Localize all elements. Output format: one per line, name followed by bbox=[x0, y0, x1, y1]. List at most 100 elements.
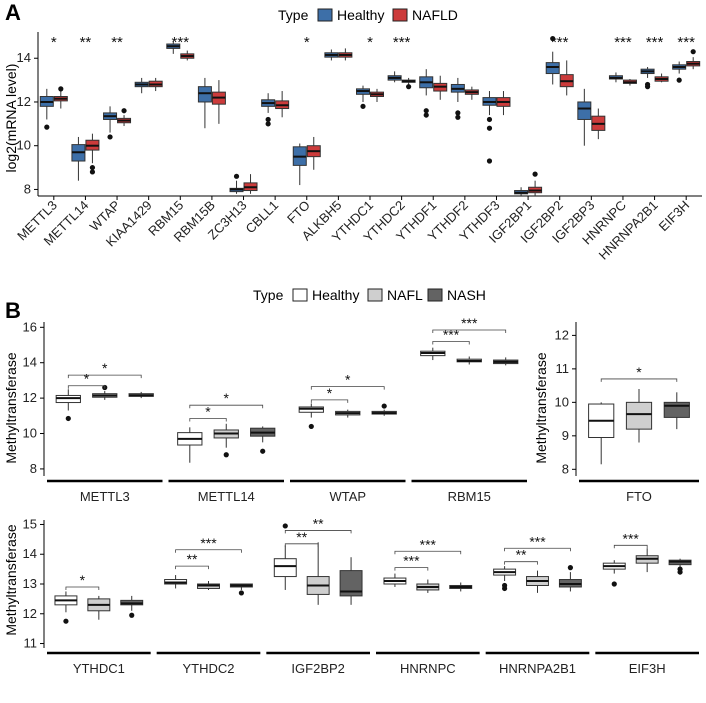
box-FTO-Healthy bbox=[588, 402, 615, 465]
bracket-label-METTL14-1: * bbox=[224, 390, 230, 406]
box-KIAA1429-Healthy bbox=[134, 77, 149, 94]
box-IGF2BP2-Healthy-outlier-0 bbox=[550, 35, 556, 42]
box-RBM15-NAFLD bbox=[180, 50, 195, 61]
box-IGF2BP3-Healthy bbox=[577, 88, 592, 146]
box-METTL14-NASH bbox=[250, 426, 276, 454]
box-YTHDC1-NASH bbox=[120, 595, 144, 618]
box-EIF3H-NASH-outlier-1 bbox=[677, 569, 683, 575]
box-FTO-NAFLD bbox=[306, 136, 321, 170]
box-HNRNPA2B1-NASH bbox=[558, 565, 582, 592]
box-YTHDF1-Healthy-outlier-0 bbox=[423, 108, 429, 114]
box-YTHDF3-Healthy-outlier-1 bbox=[486, 125, 493, 131]
bracket-label-METTL14-0: * bbox=[205, 403, 211, 419]
legend-b-item-1: NAFL bbox=[387, 287, 423, 303]
bracket-RBM15-1 bbox=[432, 329, 507, 333]
chartB2-y-tick-label: 9 bbox=[562, 428, 569, 443]
box-EIF3H-NAFL bbox=[635, 548, 659, 573]
chartB1-y-tick-label: 16 bbox=[23, 319, 37, 334]
box-METTL14-Healthy bbox=[177, 427, 203, 463]
panel-b-legend: Type Healthy NAFL NASH bbox=[253, 287, 486, 303]
chartB3-y-tick-label: 11 bbox=[24, 636, 38, 651]
panel-b-chart-bottom: 1112131415*YTHDC1*****YTHDC2****IGF2BP2*… bbox=[23, 515, 699, 676]
facet-label-FTO: FTO bbox=[626, 489, 652, 504]
bracket-METTL14-1 bbox=[189, 404, 264, 409]
box-YTHDC1-NAFLD bbox=[370, 88, 384, 102]
box-YTHDC1-Healthy-outlier-0 bbox=[360, 103, 366, 109]
box-EIF3H-Healthy-outlier-0 bbox=[611, 581, 617, 587]
box-YTHDC1-Healthy-outlier-0 bbox=[63, 618, 69, 624]
panel-a-y-tick-label: 10 bbox=[17, 138, 31, 153]
bracket-EIF3H-0 bbox=[613, 544, 648, 549]
sig-YTHDC2: *** bbox=[393, 34, 411, 51]
box-YTHDF3-Healthy bbox=[482, 91, 497, 164]
chartB2-y-tick-label: 8 bbox=[562, 461, 569, 476]
box-WTAP-NASH-outlier-0 bbox=[381, 403, 387, 409]
panel-b-ylabel-1: Methyltransferase bbox=[3, 352, 19, 463]
box-YTHDF3-Healthy-outlier-2 bbox=[486, 158, 493, 164]
box-METTL14-NAFL-outlier-0 bbox=[223, 452, 229, 458]
sig-METTL14: ** bbox=[80, 34, 92, 51]
box-METTL14-Healthy bbox=[71, 136, 86, 181]
box-HNRNPA2B1-Healthy bbox=[493, 566, 517, 592]
box-ZC3H13-NAFLD bbox=[243, 174, 258, 194]
box-YTHDC1-Healthy bbox=[54, 591, 78, 624]
box-IGF2BP2-Healthy-box bbox=[273, 558, 297, 578]
box-FTO-NAFL-box bbox=[625, 401, 653, 430]
box-METTL3-NAFLD bbox=[53, 86, 68, 109]
box-IGF2BP1-NAFLD-outlier-0 bbox=[532, 171, 538, 177]
box-METTL14-NASH-outlier-0 bbox=[260, 448, 266, 454]
panel-b-label: B bbox=[5, 298, 21, 323]
box-CBLL1-Healthy-outlier-0 bbox=[265, 121, 271, 127]
box-RBM15B-NAFLD bbox=[211, 80, 226, 124]
box-YTHDF3-NAFLD bbox=[496, 91, 511, 116]
panel-b-ylabel-3: Methyltransferase bbox=[3, 524, 19, 635]
box-IGF2BP2-Healthy bbox=[273, 523, 297, 590]
box-HNRNPC-Healthy bbox=[383, 573, 407, 587]
box-HNRNPC-Healthy bbox=[608, 72, 623, 83]
box-HNRNPA2B1-NASH-outlier-0 bbox=[567, 565, 574, 571]
box-RBM15B-Healthy-box bbox=[197, 86, 212, 103]
box-METTL3-Healthy-outlier-0 bbox=[44, 124, 50, 130]
facet-label-EIF3H: EIF3H bbox=[629, 661, 666, 676]
box-CBLL1-Healthy bbox=[261, 93, 276, 127]
box-EIF3H-Healthy bbox=[672, 61, 687, 83]
box-CBLL1-Healthy-outlier-1 bbox=[265, 116, 271, 123]
box-METTL14-NAFL bbox=[213, 423, 239, 458]
bracket-label-RBM15-0: *** bbox=[443, 326, 460, 342]
legend-b-key-0 bbox=[292, 288, 308, 302]
box-ALKBH5-NAFLD bbox=[338, 48, 353, 61]
chartB1-y-tick-label: 8 bbox=[30, 461, 37, 476]
box-YTHDC2-NAFL bbox=[197, 581, 220, 590]
sig-HNRNPC: *** bbox=[614, 34, 632, 51]
bracket-YTHDC2-0 bbox=[175, 565, 209, 570]
chartB2-y-tick-label: 10 bbox=[555, 394, 569, 409]
box-IGF2BP2-NAFL bbox=[306, 542, 330, 605]
box-HNRNPC-NAFLD bbox=[622, 79, 637, 86]
box-YTHDC1-Healthy bbox=[356, 85, 370, 109]
bracket-METTL3-0 bbox=[67, 385, 106, 389]
box-IGF2BP2-NASH bbox=[339, 557, 363, 605]
box-WTAP-Healthy-outlier-0 bbox=[308, 423, 314, 430]
legend-b-title: Type bbox=[253, 287, 284, 303]
panel-a-y-tick-label: 8 bbox=[24, 181, 31, 196]
box-YTHDC2-Healthy bbox=[387, 71, 402, 83]
box-HNRNPA2B1-Healthy-outlier-1 bbox=[502, 585, 508, 592]
box-METTL14-NAFLD-outlier-0 bbox=[89, 169, 96, 175]
facet-label-HNRNPA2B1: HNRNPA2B1 bbox=[499, 661, 576, 676]
box-IGF2BP2-Healthy-outlier-0 bbox=[282, 523, 288, 529]
box-METTL3-Healthy-outlier-0 bbox=[65, 415, 71, 422]
box-METTL3-NASH bbox=[128, 391, 154, 399]
bracket-FTO-0 bbox=[600, 378, 678, 382]
facet-label-WTAP: WTAP bbox=[329, 489, 366, 504]
bracket-label-IGF2BP2-1: ** bbox=[313, 515, 324, 531]
chartB3-y-tick-label: 14 bbox=[23, 546, 37, 561]
panel-a-legend: Type Healthy NAFLD bbox=[278, 7, 458, 23]
panel-b-ylabel-2: Methyltransferase bbox=[533, 352, 549, 463]
legend-a-item-1: NAFLD bbox=[412, 7, 458, 23]
panel-a-chart: 8101214METTL3*METTL14**WTAP**KIAA1429RBM… bbox=[14, 32, 702, 263]
facet-label-METTL14: METTL14 bbox=[198, 489, 255, 504]
box-RBM15-NAFL bbox=[456, 356, 482, 365]
box-HNRNPA2B1-NAFLD bbox=[654, 73, 669, 83]
chartB2-y-tick-label: 11 bbox=[556, 361, 570, 376]
box-ALKBH5-Healthy bbox=[324, 49, 339, 61]
